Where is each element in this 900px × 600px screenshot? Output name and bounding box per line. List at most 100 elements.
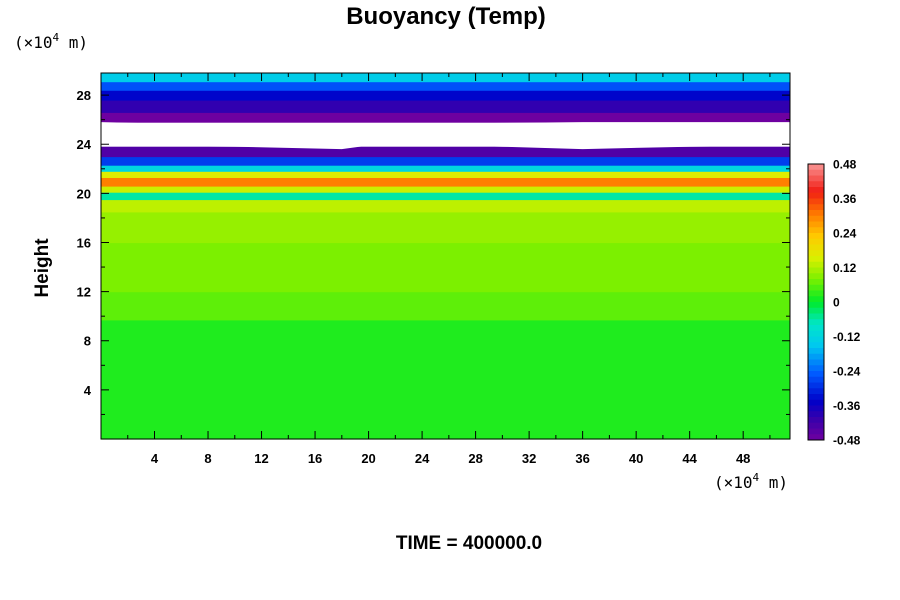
- contour-layer-5: [101, 192, 790, 201]
- contour-layer-3: [101, 211, 790, 244]
- y-tick-label: 12: [77, 285, 91, 300]
- colorbar-segment: [808, 279, 824, 286]
- colorbar-segment: [808, 307, 824, 314]
- y-tick-label: 20: [77, 186, 91, 201]
- contour-layer-11: [101, 146, 790, 158]
- colorbar-segment: [808, 359, 824, 366]
- colorbar-segment: [808, 371, 824, 378]
- x-tick-label: 12: [254, 451, 268, 466]
- y-tick-label: 8: [84, 334, 91, 349]
- contour-layer-9: [101, 165, 790, 172]
- colorbar-tick-label: -0.48: [833, 434, 861, 448]
- x-tick-label: 8: [204, 451, 211, 466]
- colorbar-segment: [808, 319, 824, 326]
- colorbar-tick-label: -0.24: [833, 365, 861, 379]
- colorbar-tick-label: 0: [833, 296, 840, 310]
- colorbar-segment: [808, 250, 824, 257]
- x-tick-label: 24: [415, 451, 430, 466]
- contour-layer-4: [101, 199, 790, 213]
- x-tick-label: 44: [682, 451, 697, 466]
- colorbar-segment: [808, 175, 824, 182]
- colorbar-segment: [808, 348, 824, 355]
- y-tick-label: 16: [77, 235, 91, 250]
- contour-layer-2: [101, 242, 790, 293]
- contour-layer-12: [101, 112, 790, 123]
- undefined-band: [101, 122, 790, 150]
- x-tick-label: 32: [522, 451, 536, 466]
- colorbar-segment: [808, 181, 824, 188]
- y-tick-label: 28: [77, 88, 91, 103]
- colorbar: 0.48 0.36 0.24 0.12 0 -0.12 -0.24 -0.36 -0.48: [807, 158, 861, 448]
- colorbar-segment: [808, 394, 824, 401]
- contour-layer-7: [101, 177, 790, 187]
- colorbar-segment: [808, 204, 824, 211]
- colorbar-segment: [808, 244, 824, 251]
- colorbar-segment: [808, 164, 824, 171]
- y-axis-label: Height: [32, 238, 53, 298]
- x-tick-label: 20: [361, 451, 375, 466]
- colorbar-segment: [808, 353, 824, 360]
- contour-layer-0: [101, 319, 790, 440]
- plot-frame: [100, 72, 791, 440]
- colorbar-segment: [808, 365, 824, 372]
- colorbar-segment: [808, 261, 824, 268]
- colorbar-segment: [808, 273, 824, 280]
- x-tick-label: 40: [629, 451, 643, 466]
- y-tick-label: 4: [84, 383, 92, 398]
- contour-layer-8: [101, 171, 790, 178]
- colorbar-segment: [808, 192, 824, 199]
- colorbar-segment: [808, 227, 824, 234]
- y-axis-unit: (×104 m): [14, 31, 88, 52]
- x-tick-label: 16: [308, 451, 322, 466]
- x-axis-unit: (×104 m): [714, 471, 788, 492]
- contour-layer-6: [101, 186, 790, 193]
- colorbar-segment: [808, 422, 824, 429]
- colorbar-segment: [808, 325, 824, 332]
- colorbar-segment: [808, 405, 824, 412]
- chart-title: Buoyancy (Temp): [346, 3, 546, 30]
- colorbar-segment: [808, 428, 824, 435]
- colorbar-segment: [808, 382, 824, 389]
- contour-layer-15: [101, 81, 790, 91]
- colorbar-segment: [808, 221, 824, 228]
- colorbar-segment: [808, 296, 824, 303]
- colorbar-segment: [808, 330, 824, 337]
- colorbar-segment: [808, 388, 824, 395]
- colorbar-segment: [808, 336, 824, 343]
- colorbar-tick-label: 0.48: [833, 158, 857, 172]
- x-tick-label: 48: [736, 451, 750, 466]
- contour-layer-10: [101, 156, 790, 166]
- colorbar-tick-label: 0.12: [833, 261, 857, 275]
- contour-layer-14: [101, 90, 790, 101]
- contour-layer-16: [101, 73, 790, 83]
- colorbar-segment: [808, 434, 824, 441]
- contour-layer-1: [101, 291, 790, 321]
- colorbar-segment: [808, 411, 824, 418]
- colorbar-segment: [808, 187, 824, 194]
- colorbar-tick-label: -0.36: [833, 399, 861, 413]
- x-axis-ticks: 4 8 12 16 20 24 28 32 36 40 44 48: [127, 73, 771, 466]
- colorbar-segment: [808, 417, 824, 424]
- colorbar-tick-label: 0.24: [833, 227, 857, 241]
- colorbar-segment: [808, 342, 824, 349]
- colorbar-segment: [808, 238, 824, 245]
- colorbar-segment: [808, 233, 824, 240]
- colorbar-segment: [808, 399, 824, 406]
- x-tick-label: 28: [468, 451, 482, 466]
- colorbar-segment: [808, 267, 824, 274]
- colorbar-segment: [808, 376, 824, 383]
- contour-layer-13: [101, 100, 790, 113]
- x-tick-label: 4: [151, 451, 159, 466]
- colorbar-segment: [808, 169, 824, 176]
- plot-area: [101, 73, 790, 440]
- colorbar-segment: [808, 215, 824, 222]
- colorbar-segment: [808, 302, 824, 309]
- time-label: TIME = 400000.0: [396, 533, 542, 554]
- colorbar-tick-label: -0.12: [833, 330, 861, 344]
- y-tick-label: 24: [77, 137, 92, 152]
- colorbar-segment: [808, 290, 824, 297]
- colorbar-tick-label: 0.36: [833, 192, 857, 206]
- colorbar-segment: [808, 210, 824, 217]
- colorbar-frame: [807, 163, 825, 441]
